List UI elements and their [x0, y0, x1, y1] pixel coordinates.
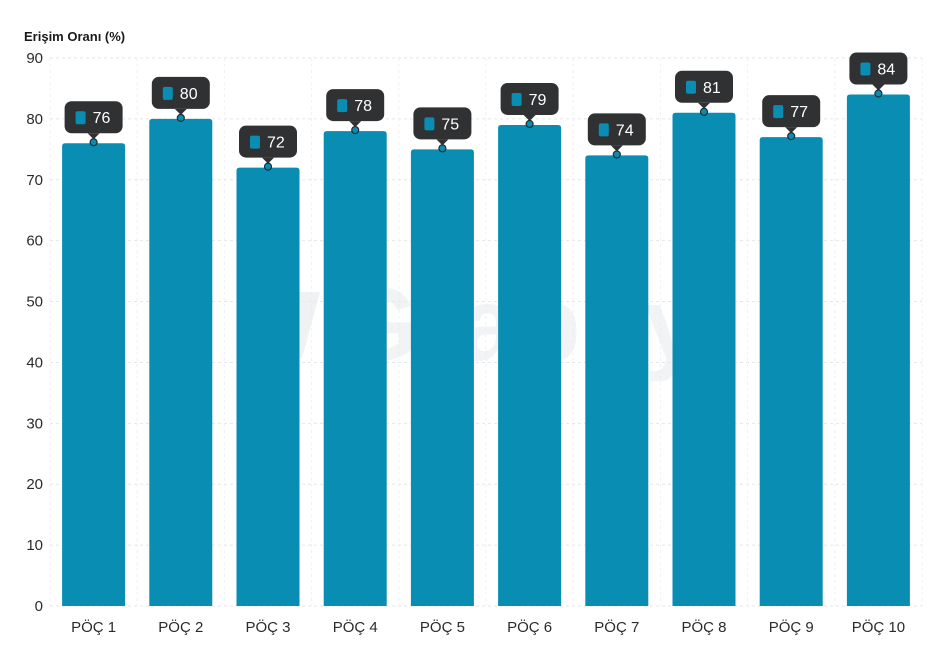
series-swatch-icon: [511, 92, 522, 106]
data-label-tooltip: 78: [326, 89, 385, 135]
tooltip-box: [500, 82, 559, 115]
data-label-tooltip: 80: [151, 76, 210, 122]
tooltip-box: [151, 76, 210, 109]
series-swatch-icon: [598, 123, 609, 137]
x-tick-label: PÖÇ 2: [158, 618, 203, 636]
x-tick-label: PÖÇ 8: [681, 618, 726, 636]
data-label-tooltip: 74: [587, 113, 646, 159]
bar[interactable]: [323, 131, 387, 607]
data-label-tooltip: 72: [239, 125, 297, 171]
data-label: 80: [180, 86, 198, 103]
tooltip-pointer: [523, 114, 536, 121]
x-axis: PÖÇ 1 PÖÇ 2 PÖÇ 3 PÖÇ 4 PÖÇ 5 PÖÇ 6 PÖÇ 7 PÖÇ 8…: [71, 618, 905, 636]
bar[interactable]: [62, 143, 126, 606]
tooltip-box: [413, 107, 472, 140]
data-label: 79: [529, 92, 547, 109]
series-swatch-icon: [686, 80, 696, 94]
tooltip-pointer: [872, 84, 885, 91]
bar[interactable]: [672, 112, 736, 607]
point-marker: [787, 132, 796, 141]
y-tick-label: 80: [26, 111, 43, 128]
tooltip-pointer: [610, 145, 623, 152]
y-tick-label: 70: [26, 172, 43, 189]
tooltip-box: [762, 95, 821, 128]
bar[interactable]: [846, 94, 910, 607]
x-tick-label: PÖÇ 4: [333, 618, 378, 636]
series-swatch-icon: [860, 62, 871, 76]
tooltip-pointer: [262, 157, 274, 164]
tooltip-pointer: [785, 127, 798, 134]
y-tick-label: 40: [26, 354, 43, 371]
bar[interactable]: [410, 149, 474, 607]
x-tick-label: PÖÇ 10: [852, 618, 905, 636]
point-marker: [351, 125, 360, 135]
x-tick-label: PÖÇ 3: [245, 618, 290, 636]
bars: [62, 94, 910, 607]
tooltip-pointer: [698, 102, 710, 109]
data-label: 76: [93, 110, 111, 127]
data-label: 81: [703, 80, 721, 97]
point-marker: [176, 113, 185, 122]
data-label: 78: [354, 98, 372, 115]
bar[interactable]: [236, 167, 300, 606]
tooltip-box: [239, 125, 297, 158]
x-tick-label: PÖÇ 6: [507, 618, 552, 636]
x-tick-label: PÖÇ 9: [769, 618, 814, 636]
y-tick-label: 30: [26, 415, 43, 432]
data-label-tooltip: 84: [849, 52, 908, 98]
y-axis-title: Erişim Oranı (%): [24, 29, 126, 44]
bar[interactable]: [759, 137, 823, 606]
data-label: 77: [790, 104, 808, 121]
bar[interactable]: [498, 124, 562, 606]
point-marker: [874, 89, 883, 98]
series-swatch-icon: [75, 111, 86, 125]
y-tick-label: 50: [26, 294, 43, 311]
data-labels: 76 80 72 78 75 79 74 81 77 84: [64, 52, 908, 171]
y-tick-label: 0: [35, 598, 43, 615]
point-marker: [525, 119, 534, 129]
x-tick-label: PÖÇ 7: [594, 618, 639, 636]
point-marker: [612, 150, 621, 159]
series-swatch-icon: [337, 99, 348, 113]
data-label: 74: [616, 122, 634, 139]
tooltip-pointer: [87, 133, 100, 140]
data-label-tooltip: 77: [762, 95, 821, 141]
y-tick-label: 60: [26, 233, 43, 250]
y-axis: 0 10 20 30 40 50 60 70 80 90: [26, 50, 43, 615]
y-tick-label: 10: [26, 537, 43, 554]
data-label: 75: [441, 116, 459, 133]
x-tick-label: PÖÇ 1: [71, 618, 116, 636]
data-label-tooltip: 79: [500, 82, 559, 129]
x-tick-label: PÖÇ 5: [420, 618, 465, 636]
tooltip-box: [675, 70, 733, 103]
tooltip-pointer: [349, 121, 362, 128]
bar[interactable]: [585, 155, 649, 606]
point-marker: [699, 107, 709, 116]
data-label: 84: [877, 62, 895, 79]
tooltip-box: [587, 113, 646, 146]
tooltip-box: [849, 52, 908, 85]
data-label-tooltip: 76: [64, 101, 123, 147]
point-marker: [89, 138, 98, 147]
tooltip-box: [326, 89, 385, 122]
y-tick-label: 20: [26, 476, 43, 493]
bar[interactable]: [149, 118, 213, 606]
data-label-tooltip: 81: [675, 70, 733, 116]
point-marker: [263, 162, 273, 171]
series-swatch-icon: [250, 135, 260, 149]
point-marker: [438, 144, 447, 153]
series-swatch-icon: [773, 105, 784, 119]
tooltip-pointer: [174, 108, 187, 115]
y-tick-label: 90: [26, 50, 43, 67]
data-label: 72: [267, 135, 285, 152]
tooltip-pointer: [436, 139, 449, 146]
series-swatch-icon: [162, 86, 173, 100]
series-swatch-icon: [424, 117, 435, 131]
data-label-tooltip: 75: [413, 107, 472, 153]
tooltip-box: [64, 101, 123, 134]
